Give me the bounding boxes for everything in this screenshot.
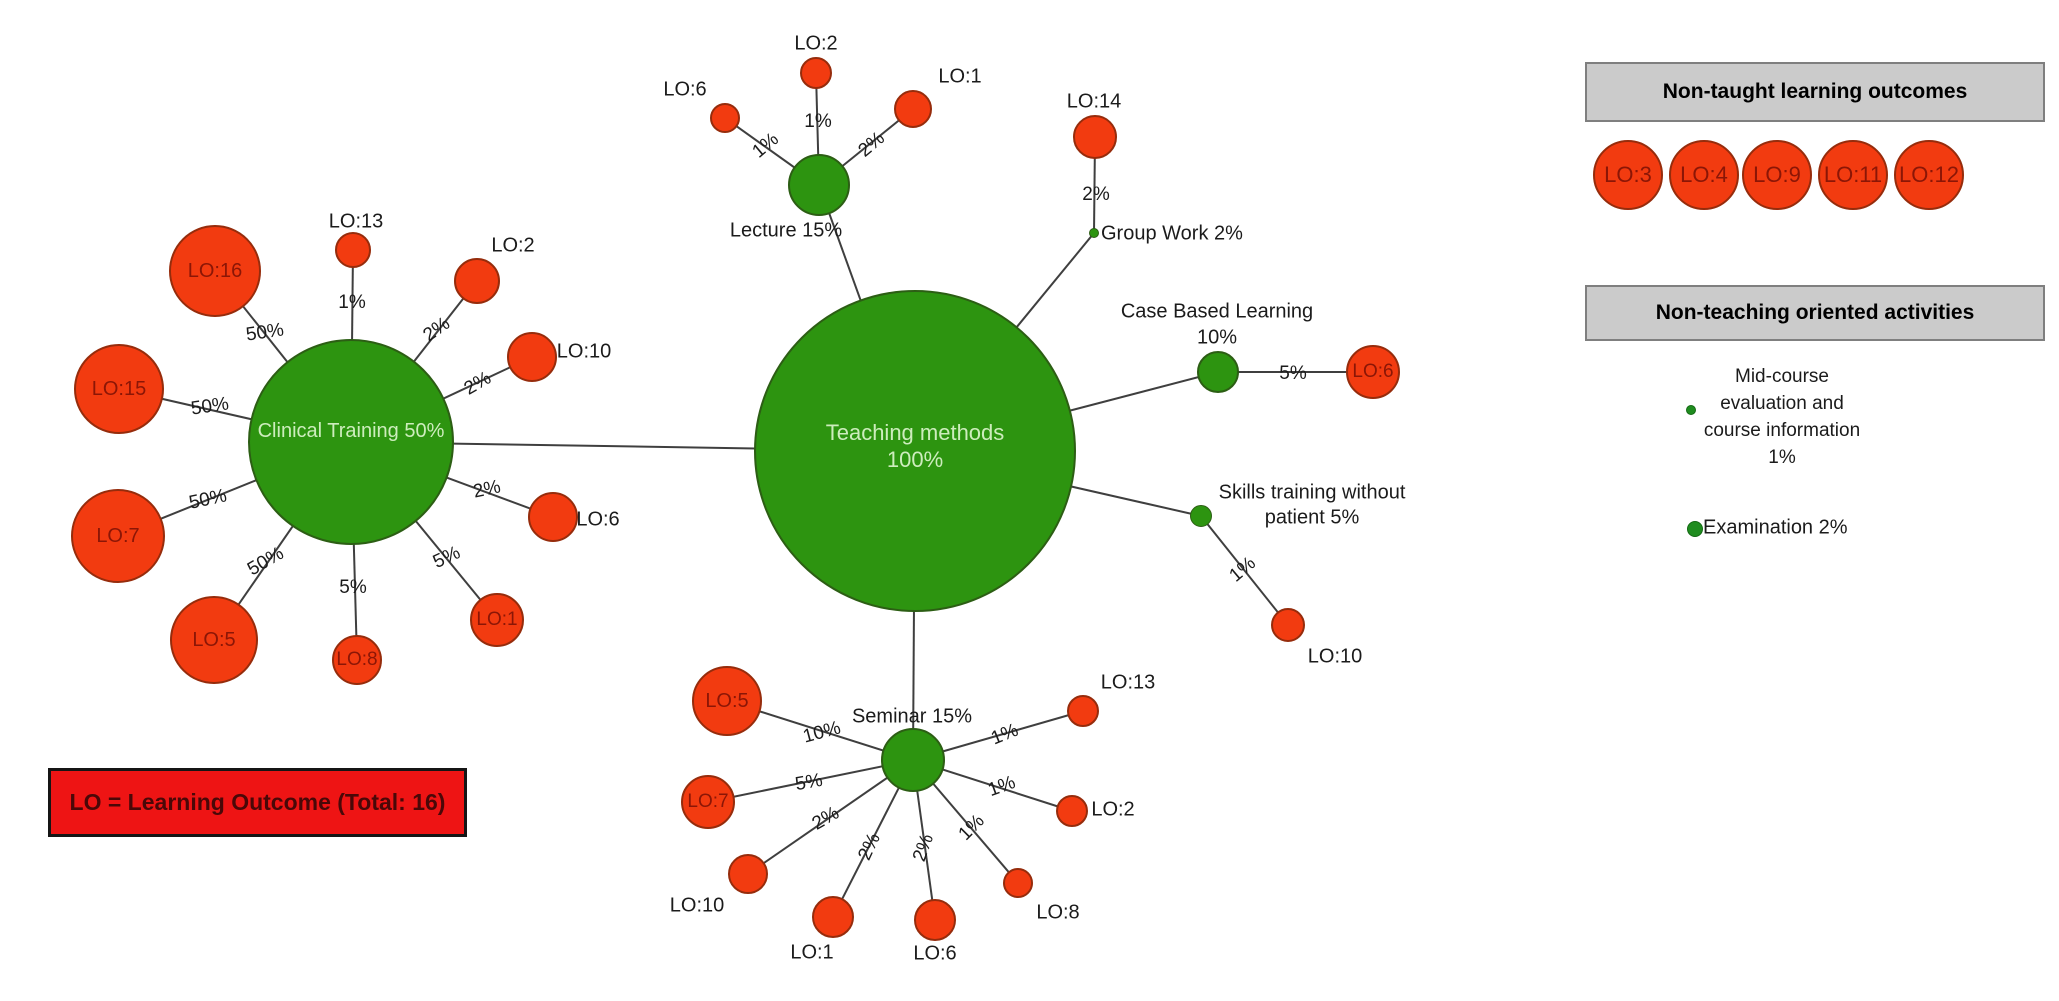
seminar-lo8-label: LO:8: [1036, 901, 1080, 924]
legend-lo4-label: LO:4: [1680, 162, 1728, 187]
node-seminar-lo8: [1003, 868, 1033, 898]
seminar-lo7-label: LO:7: [687, 791, 729, 812]
node-clinical-lo15: LO:15: [74, 344, 164, 434]
edge-label-groupwork-lo14: 2%: [1082, 184, 1110, 205]
node-case-based-learning: [1197, 351, 1239, 393]
legend-node-lo4: LO:4: [1669, 140, 1739, 210]
clinical-lo5-label: LO:5: [192, 628, 236, 651]
legend-lo12-label: LO:12: [1899, 162, 1959, 187]
node-seminar-lo7: LO:7: [681, 775, 735, 829]
node-seminar-lo1: [812, 896, 854, 938]
case-based-label-line2: 10%: [1196, 326, 1238, 349]
node-clinical-lo8: LO:8: [332, 635, 382, 685]
seminar-lo6-label: LO:6: [913, 942, 957, 965]
clinical-lo6-label: LO:6: [576, 508, 620, 531]
legend-lo9-label: LO:9: [1753, 162, 1801, 187]
note-box: LO = Learning Outcome (Total: 16): [48, 768, 467, 837]
node-seminar: [881, 728, 945, 792]
clinical-lo15-label: LO:15: [91, 377, 147, 400]
skills-label-line1: Skills training without: [1218, 481, 1406, 504]
node-seminar-lo5: LO:5: [692, 666, 762, 736]
mid-course-line4: 1%: [1768, 447, 1796, 468]
clinical-lo10-label: LO:10: [556, 340, 612, 363]
node-seminar-lo2: [1056, 795, 1088, 827]
node-clinical-lo5: LO:5: [170, 596, 258, 684]
legend-node-lo3: LO:3: [1593, 140, 1663, 210]
teaching-methods-pct: 100%: [886, 447, 944, 472]
clinical-lo1-label: LO:1: [476, 609, 518, 630]
node-clinical-lo7: LO:7: [71, 489, 165, 583]
legend-node-lo12: LO:12: [1894, 140, 1964, 210]
legend-node-lo11: LO:11: [1818, 140, 1888, 210]
node-clinical-lo10: [507, 332, 557, 382]
clinical-lo2-label: LO:2: [491, 234, 535, 257]
seminar-label: Seminar 15%: [851, 705, 973, 728]
node-clinical-lo1: LO:1: [470, 593, 524, 647]
examination-dot-icon: [1687, 521, 1703, 537]
node-seminar-lo13: [1067, 695, 1099, 727]
mid-course-text: Mid-course evaluation and course informa…: [1642, 363, 1922, 471]
node-lecture-lo6: [710, 103, 740, 133]
seminar-lo13-label: LO:13: [1100, 671, 1156, 694]
clinical-lo13-label: LO:13: [328, 210, 384, 233]
node-clinical-lo16: LO:16: [169, 225, 261, 317]
group-work-label: Group Work 2%: [1101, 222, 1243, 245]
lecture-lo6-label: LO:6: [663, 78, 707, 101]
legend-non-taught-title: Non-taught learning outcomes: [1662, 80, 1968, 103]
node-skills-training: [1190, 505, 1212, 527]
edge-label-lecture-lo2: 1%: [804, 111, 832, 132]
node-teaching-methods: Teaching methods 100%: [754, 290, 1076, 612]
legend-non-teaching-title: Non-teaching oriented activities: [1655, 301, 1975, 324]
seminar-lo10-label: LO:10: [669, 894, 725, 917]
edge-skills-lo10: [1200, 515, 1289, 626]
node-clinical-lo13: [335, 232, 371, 268]
node-clinical-lo6: [528, 492, 578, 542]
legend-node-lo9: LO:9: [1742, 140, 1812, 210]
groupwork-lo14-label: LO:14: [1066, 90, 1122, 113]
node-seminar-lo10: [728, 854, 768, 894]
skills-label-line2: patient 5%: [1264, 506, 1360, 529]
lecture-lo2-label: LO:2: [794, 32, 838, 55]
casebased-lo6-label: LO:6: [1352, 361, 1394, 382]
node-skills-lo10: [1271, 608, 1305, 642]
edge-label-casebased-lo6: 5%: [1279, 363, 1307, 384]
node-group-work: [1089, 228, 1099, 238]
seminar-lo2-label: LO:2: [1091, 798, 1135, 821]
legend-non-taught-box: Non-taught learning outcomes: [1585, 62, 2045, 122]
lecture-lo1-label: LO:1: [938, 65, 982, 88]
mid-course-line3: course information: [1703, 420, 1861, 441]
mid-course-line2: evaluation and: [1720, 393, 1844, 414]
clinical-lo16-label: LO:16: [187, 259, 243, 282]
clinical-lo8-label: LO:8: [336, 649, 378, 670]
mid-course-line1: Mid-course: [1735, 366, 1829, 387]
node-lecture: [788, 154, 850, 216]
node-lecture-lo2: [800, 57, 832, 89]
edge-label-clinical-lo13: 1%: [338, 292, 366, 313]
note-text: LO = Learning Outcome (Total: 16): [69, 789, 446, 815]
seminar-lo1-label: LO:1: [790, 941, 834, 964]
seminar-lo5-label: LO:5: [705, 689, 749, 712]
node-lecture-lo1: [894, 90, 932, 128]
node-seminar-lo6: [914, 899, 956, 941]
clinical-lo7-label: LO:7: [96, 524, 140, 547]
examination-label: Examination 2%: [1703, 516, 1848, 539]
node-clinical-lo2: [454, 258, 500, 304]
edge-seminar-lo7: [707, 759, 914, 803]
node-groupwork-lo14: [1073, 115, 1117, 159]
edge-seminar-lo10: [747, 759, 914, 875]
legend-non-teaching-box: Non-teaching oriented activities: [1585, 285, 2045, 341]
mid-course-dot-icon: [1686, 405, 1696, 415]
legend-lo11-label: LO:11: [1823, 162, 1883, 187]
node-casebased-lo6: LO:6: [1346, 345, 1400, 399]
legend-lo3-label: LO:3: [1604, 162, 1652, 187]
node-clinical-training: Clinical Training 50%: [248, 339, 454, 545]
clinical-training-label: Clinical Training 50%: [257, 419, 445, 442]
lecture-label: Lecture 15%: [729, 219, 843, 242]
teaching-methods-label: Teaching methods: [825, 420, 1005, 445]
edge-label-seminar-lo7: 5%: [793, 769, 825, 796]
case-based-label-line1: Case Based Learning: [1120, 300, 1314, 323]
skills-lo10-label: LO:10: [1307, 645, 1363, 668]
edge-label-clinical-lo8: 5%: [339, 577, 367, 598]
